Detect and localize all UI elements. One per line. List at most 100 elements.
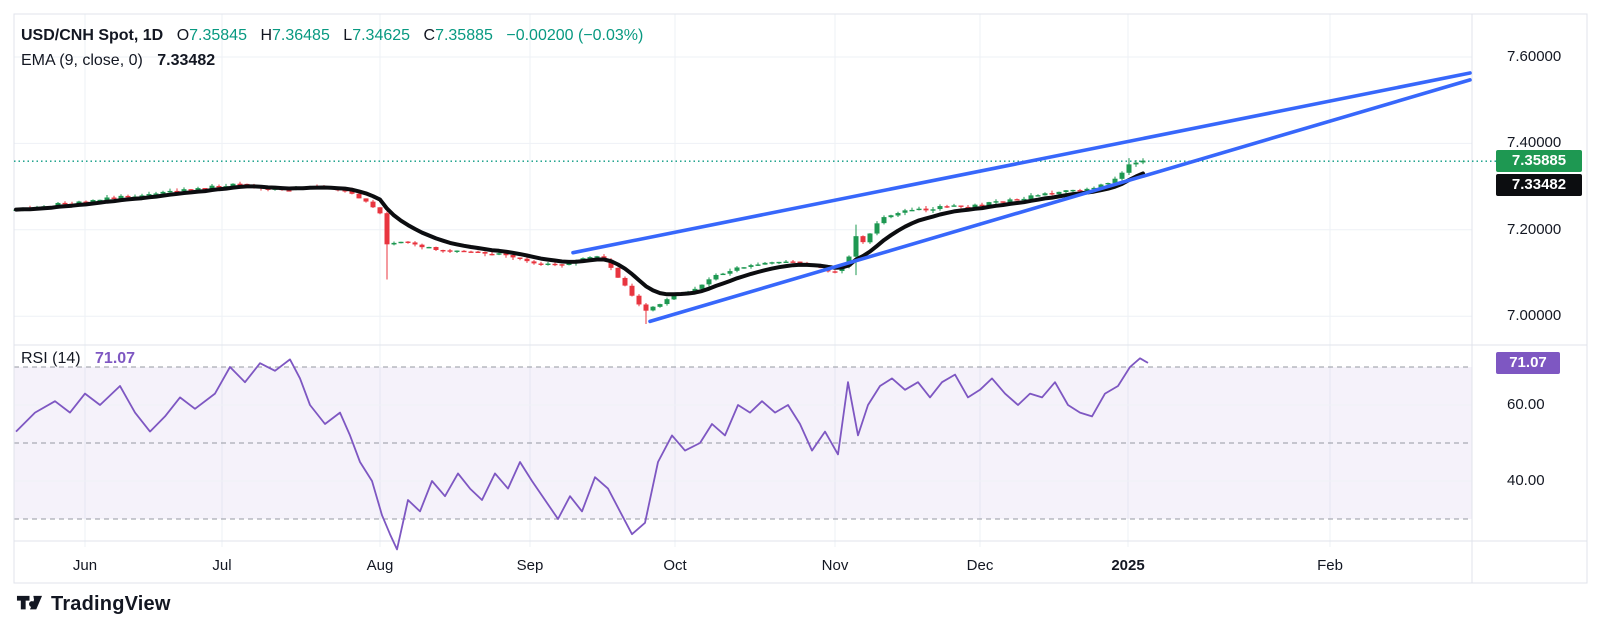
- candle-body: [440, 249, 446, 252]
- candle-body: [972, 204, 978, 208]
- candle-body: [902, 210, 908, 213]
- ema-legend[interactable]: EMA (9, close, 0) 7.33482: [21, 52, 215, 70]
- candle-body: [531, 261, 537, 264]
- candle-body: [356, 193, 362, 199]
- candle-body: [566, 263, 572, 266]
- ema-line[interactable]: [14, 171, 1145, 297]
- candle-body: [643, 304, 649, 311]
- candle-body: [1077, 190, 1083, 192]
- price-tick-label: 7.60000: [1507, 48, 1562, 65]
- candles-series: [13, 158, 1146, 324]
- candle-body: [916, 208, 922, 211]
- candle-body: [118, 195, 124, 199]
- candle-body: [741, 267, 747, 269]
- candle-body: [657, 304, 663, 307]
- rsi-line[interactable]: [15, 357, 1149, 551]
- candle-body: [951, 205, 957, 207]
- candle-body: [426, 246, 432, 249]
- candle-body: [76, 201, 82, 205]
- candle-body: [398, 241, 404, 244]
- candle-body: [160, 191, 166, 194]
- candle-body: [1007, 199, 1013, 203]
- trendline[interactable]: [571, 71, 1472, 255]
- ema-value: 7.33482: [157, 52, 216, 69]
- close-label: C: [423, 27, 436, 44]
- candle-body: [664, 299, 670, 305]
- candle-body: [510, 254, 516, 258]
- candle-body: [748, 265, 754, 267]
- candle-body: [202, 188, 208, 190]
- price-tick-label: 7.40000: [1507, 134, 1562, 152]
- time-axis-label: 2025: [1111, 557, 1145, 574]
- candle-body: [888, 215, 894, 218]
- tradingview-logo-icon: [16, 595, 43, 610]
- candle-body: [1042, 193, 1048, 196]
- candle-body: [419, 244, 425, 248]
- candle-body: [930, 209, 936, 211]
- candle-body: [1035, 195, 1041, 197]
- candle-body: [412, 242, 418, 245]
- candle-body: [692, 288, 698, 292]
- candle-body: [62, 202, 68, 205]
- change-value: −0.00200 (−0.03%): [506, 27, 644, 44]
- candle-body: [1133, 162, 1139, 165]
- candle-body: [832, 271, 838, 273]
- chart-frame: [13, 13, 1588, 584]
- time-axis-label: Feb: [1317, 557, 1343, 574]
- candle-body: [762, 262, 768, 265]
- time-axis-label: Aug: [366, 557, 394, 574]
- trendline[interactable]: [648, 78, 1472, 324]
- time-axis-label: Dec: [966, 557, 994, 574]
- candle-body: [636, 295, 642, 305]
- high-value: 7.36485: [272, 27, 330, 44]
- candle-body: [1028, 195, 1034, 200]
- symbol-legend[interactable]: USD/CNH Spot, 1D O7.35845 H7.36485 L7.34…: [21, 27, 643, 45]
- candle-body: [629, 285, 635, 296]
- candle-body: [594, 256, 600, 258]
- candle-body: [727, 271, 733, 274]
- candle-body: [489, 253, 495, 256]
- candle-body: [720, 273, 726, 276]
- candle-body: [370, 201, 376, 208]
- candle-body: [755, 264, 761, 266]
- candle-body: [482, 252, 488, 254]
- candle-body: [230, 183, 236, 187]
- candle-body: [909, 209, 915, 212]
- candle-body: [83, 201, 89, 203]
- gridlines: [14, 14, 1472, 547]
- candle-body: [496, 253, 502, 255]
- candle-body: [937, 206, 943, 210]
- candle-body: [671, 294, 677, 300]
- ema-price-badge: 7.33482: [1496, 174, 1582, 196]
- candle-body: [167, 190, 173, 193]
- candle-body: [90, 199, 96, 203]
- candle-body: [391, 242, 397, 245]
- candle-body: [734, 267, 740, 271]
- rsi-tick-label: 40.00: [1507, 472, 1545, 489]
- candle-body: [209, 185, 215, 189]
- candle-body: [874, 223, 880, 234]
- candle-body: [958, 205, 964, 207]
- time-axis-label: Jul: [212, 557, 232, 574]
- open-label: O: [176, 27, 190, 44]
- candle-body: [1021, 198, 1027, 201]
- tradingview-logo[interactable]: TradingView: [16, 591, 171, 618]
- candle-body: [986, 202, 992, 206]
- open-value: 7.35845: [189, 27, 247, 44]
- candle-body: [454, 250, 460, 252]
- candle-body: [797, 261, 803, 264]
- candle-body: [447, 250, 453, 252]
- candle-body: [1049, 193, 1055, 195]
- candle-body: [538, 263, 544, 265]
- candle-body: [1056, 191, 1062, 195]
- candle-body: [286, 190, 292, 192]
- candle-body: [475, 251, 481, 253]
- candle-body: [853, 236, 859, 257]
- rsi-legend[interactable]: RSI (14) 71.07: [21, 350, 135, 368]
- candle-body: [1105, 182, 1111, 185]
- time-axis-label: Oct: [663, 557, 687, 574]
- candle-body: [1091, 187, 1097, 190]
- candle-body: [706, 279, 712, 285]
- symbol-title: USD/CNH Spot, 1D: [21, 27, 164, 44]
